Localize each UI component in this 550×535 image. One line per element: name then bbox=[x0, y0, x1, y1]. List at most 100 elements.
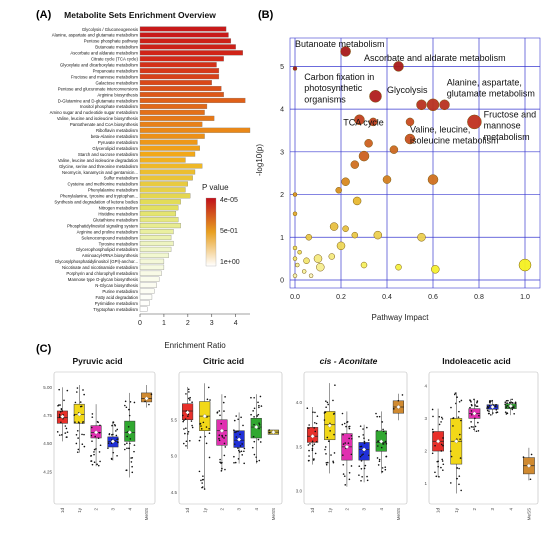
mean-marker bbox=[219, 428, 225, 433]
data-point bbox=[63, 399, 65, 402]
data-point bbox=[332, 399, 334, 402]
data-point bbox=[126, 435, 128, 438]
enrichment-bar bbox=[139, 264, 165, 270]
enrichment-bar bbox=[139, 91, 224, 98]
data-point bbox=[522, 456, 525, 458]
x-category-label: 3 bbox=[490, 508, 495, 511]
data-point bbox=[438, 415, 441, 418]
data-point bbox=[308, 455, 310, 457]
data-point bbox=[95, 448, 97, 450]
enrichment-bar bbox=[139, 300, 150, 306]
data-point bbox=[442, 463, 445, 466]
data-point bbox=[128, 447, 130, 450]
data-point bbox=[202, 421, 205, 424]
data-point bbox=[239, 433, 241, 436]
data-point bbox=[488, 404, 491, 407]
x-category-label: MeSS bbox=[396, 508, 401, 520]
data-point bbox=[223, 410, 225, 412]
scatter-point bbox=[404, 133, 416, 145]
data-point bbox=[187, 433, 189, 435]
data-point bbox=[437, 460, 439, 463]
data-point bbox=[458, 433, 461, 436]
boxplot-panel: Indoleacetic acid 1 2 3 4 1d 1y 2 3 4 MeSS bbox=[424, 356, 539, 520]
data-point bbox=[234, 431, 236, 434]
mean-marker bbox=[144, 396, 149, 401]
data-point bbox=[223, 437, 225, 439]
data-point bbox=[205, 426, 208, 428]
y-tick-label: 3.0 bbox=[296, 489, 303, 494]
category-label: Alanine, aspartate and glutamate metabol… bbox=[52, 33, 139, 38]
x-category-label: 3 bbox=[110, 508, 115, 511]
category-label: Ascorbate and aldarate metabolism bbox=[70, 51, 138, 56]
data-point bbox=[99, 444, 102, 447]
data-point bbox=[323, 412, 326, 414]
y-tick-label: 5.5 bbox=[171, 417, 178, 422]
enrichment-bar bbox=[139, 229, 174, 235]
category-label: Valine, leucine and isoleucine degradati… bbox=[58, 158, 139, 163]
enrichment-bar bbox=[139, 151, 196, 157]
data-point bbox=[313, 427, 316, 429]
boxplot-frame bbox=[178, 371, 283, 505]
data-point bbox=[334, 384, 336, 386]
data-point bbox=[81, 443, 84, 445]
data-point bbox=[99, 424, 101, 427]
mean-marker bbox=[435, 439, 441, 444]
data-point bbox=[494, 404, 497, 406]
x-category-label: 2 bbox=[219, 508, 224, 511]
data-point bbox=[91, 413, 94, 415]
data-point bbox=[190, 420, 193, 422]
data-point bbox=[456, 396, 458, 398]
data-point bbox=[182, 414, 184, 417]
data-point bbox=[187, 431, 190, 433]
category-label: Tyrosine metabolism bbox=[99, 241, 139, 246]
x-tick-label: 0.6 bbox=[428, 294, 438, 301]
data-point bbox=[311, 440, 314, 443]
category-label: Glutathione metabolism bbox=[93, 217, 139, 222]
x-tick-label: 0 bbox=[138, 320, 142, 327]
data-point bbox=[125, 469, 128, 471]
data-point bbox=[59, 404, 61, 406]
data-point bbox=[61, 410, 64, 412]
enrichment-bar bbox=[139, 26, 227, 32]
enrichment-bar bbox=[139, 109, 205, 115]
data-point bbox=[458, 467, 460, 470]
category-label: Starch and sucrose metabolism bbox=[78, 152, 139, 157]
scatter-point bbox=[292, 192, 298, 197]
data-point bbox=[452, 417, 454, 420]
data-point bbox=[243, 462, 245, 465]
data-point bbox=[74, 401, 77, 404]
data-point bbox=[185, 444, 187, 447]
pvalue-legend: P value 4e-05 5e-01 1e+00 bbox=[202, 183, 240, 267]
enrichment-bar bbox=[139, 270, 162, 276]
data-point bbox=[243, 450, 245, 453]
legend-title: P value bbox=[202, 183, 229, 192]
panel-a-letter: (A) bbox=[36, 9, 52, 21]
data-point bbox=[66, 436, 68, 438]
data-point bbox=[224, 396, 226, 398]
boxplot-frame bbox=[428, 371, 539, 505]
data-point bbox=[234, 461, 237, 464]
data-point bbox=[366, 426, 368, 429]
data-point bbox=[312, 411, 314, 413]
scatter-point bbox=[439, 99, 450, 111]
data-point bbox=[58, 413, 61, 416]
scatter-point bbox=[354, 114, 365, 126]
scatter-point bbox=[335, 187, 342, 194]
data-point bbox=[478, 414, 480, 417]
data-point bbox=[56, 431, 59, 433]
x-category-label: MeSS bbox=[144, 508, 149, 520]
data-point bbox=[130, 457, 132, 459]
data-point bbox=[348, 472, 351, 474]
enrichment-bar bbox=[139, 276, 160, 282]
data-point bbox=[79, 401, 82, 403]
data-point bbox=[477, 430, 480, 432]
enrichment-bar bbox=[139, 294, 153, 300]
data-point bbox=[330, 454, 332, 456]
data-point bbox=[219, 458, 221, 461]
data-point bbox=[209, 399, 211, 401]
enrichment-bar bbox=[139, 139, 198, 145]
data-point bbox=[259, 441, 262, 443]
data-point bbox=[182, 420, 184, 423]
data-point bbox=[438, 423, 441, 426]
data-point bbox=[377, 464, 380, 466]
